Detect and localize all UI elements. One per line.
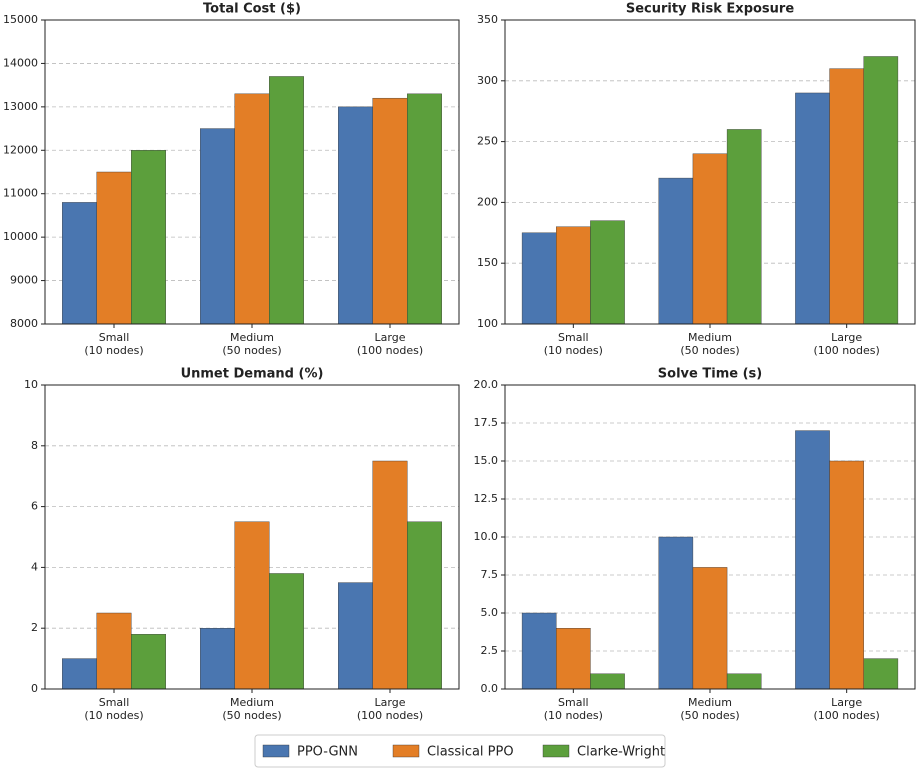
bar [658,177,694,325]
y-tick-label: 15000 [3,13,38,26]
bar [556,628,591,690]
y-tick-label: 12000 [3,143,38,156]
bar [795,92,830,325]
legend-label: PPO-GNN [297,745,358,760]
axes-frame [44,19,460,325]
y-tick-label: 0 [31,682,38,695]
chart-title: Total Cost ($) [203,2,301,17]
y-tick-label: 15.0 [474,454,499,467]
legend-swatch [392,744,420,758]
bar [234,521,270,690]
bar [200,128,235,325]
bar [131,150,166,325]
x-tick-label: Medium (50 nodes) [680,696,740,722]
y-tick-label: 2 [31,621,38,634]
bar [62,202,97,325]
bar [590,220,625,325]
x-tick-label: Large (100 nodes) [813,331,880,357]
y-tick-label: 150 [477,256,498,269]
y-tick-label: 10000 [3,230,38,243]
y-tick-label: 14000 [3,56,38,69]
y-tick-label: 0.0 [481,682,499,695]
bar [658,536,694,690]
bar [829,68,864,325]
x-tick-label: Small (10 nodes) [84,696,144,722]
y-tick-label: 5.0 [481,606,499,619]
axes-frame [504,384,916,690]
bar [407,521,442,690]
y-tick-label: 300 [477,74,498,87]
x-tick-label: Large (100 nodes) [356,331,424,357]
bar [829,460,864,690]
y-tick-label: 2.5 [481,644,499,657]
bar [863,56,899,325]
bar [590,673,625,690]
y-tick-label: 13000 [3,100,38,113]
bar [556,226,591,325]
bar [269,76,304,325]
y-tick-label: 8 [31,439,38,452]
bar [62,658,97,690]
x-tick-label: Large (100 nodes) [356,696,424,722]
y-tick-label: 20.0 [474,378,499,391]
x-tick-label: Small (10 nodes) [84,331,144,357]
bar [692,567,728,690]
legend-label: Classical PPO [427,745,514,760]
legend-swatch [262,744,290,758]
y-tick-label: 6 [31,500,38,513]
axes-frame [44,384,460,690]
y-tick-label: 200 [477,195,498,208]
bar [269,573,304,690]
bar [234,93,270,325]
chart-title: Unmet Demand (%) [181,367,324,382]
y-tick-label: 100 [477,317,498,330]
legend-box [254,734,666,768]
bar [131,634,166,690]
bar [96,171,132,325]
bar [795,430,830,690]
bar [521,612,557,690]
y-tick-label: 9000 [10,274,38,287]
bar [372,97,408,325]
chart-title: Solve Time (s) [658,367,762,382]
y-tick-label: 10 [24,378,38,391]
x-tick-label: Medium (50 nodes) [222,331,282,357]
bar [863,658,899,690]
x-tick-label: Large (100 nodes) [813,696,880,722]
y-tick-label: 350 [477,13,498,26]
bar [407,93,442,325]
bar [692,153,728,325]
x-tick-label: Small (10 nodes) [543,696,603,722]
y-tick-label: 7.5 [481,568,499,581]
y-tick-label: 12.5 [474,492,499,505]
legend-swatch [542,744,570,758]
x-tick-label: Small (10 nodes) [543,331,603,357]
y-tick-label: 10.0 [474,530,499,543]
bar [521,232,557,325]
bar [372,460,408,690]
bar [338,106,373,325]
x-tick-label: Medium (50 nodes) [222,696,282,722]
y-tick-label: 17.5 [474,416,499,429]
axes-frame [504,19,916,325]
chart-title: Security Risk Exposure [626,2,795,17]
y-tick-label: 8000 [10,317,38,330]
bar [200,628,235,690]
y-tick-label: 250 [477,135,498,148]
x-tick-label: Medium (50 nodes) [680,331,740,357]
legend-label: Clarke-Wright [577,745,665,760]
bar [726,129,762,325]
y-tick-label: 4 [31,560,38,573]
y-tick-label: 11000 [3,187,38,200]
bar [96,612,132,690]
bar [338,582,373,690]
bar [726,673,762,690]
